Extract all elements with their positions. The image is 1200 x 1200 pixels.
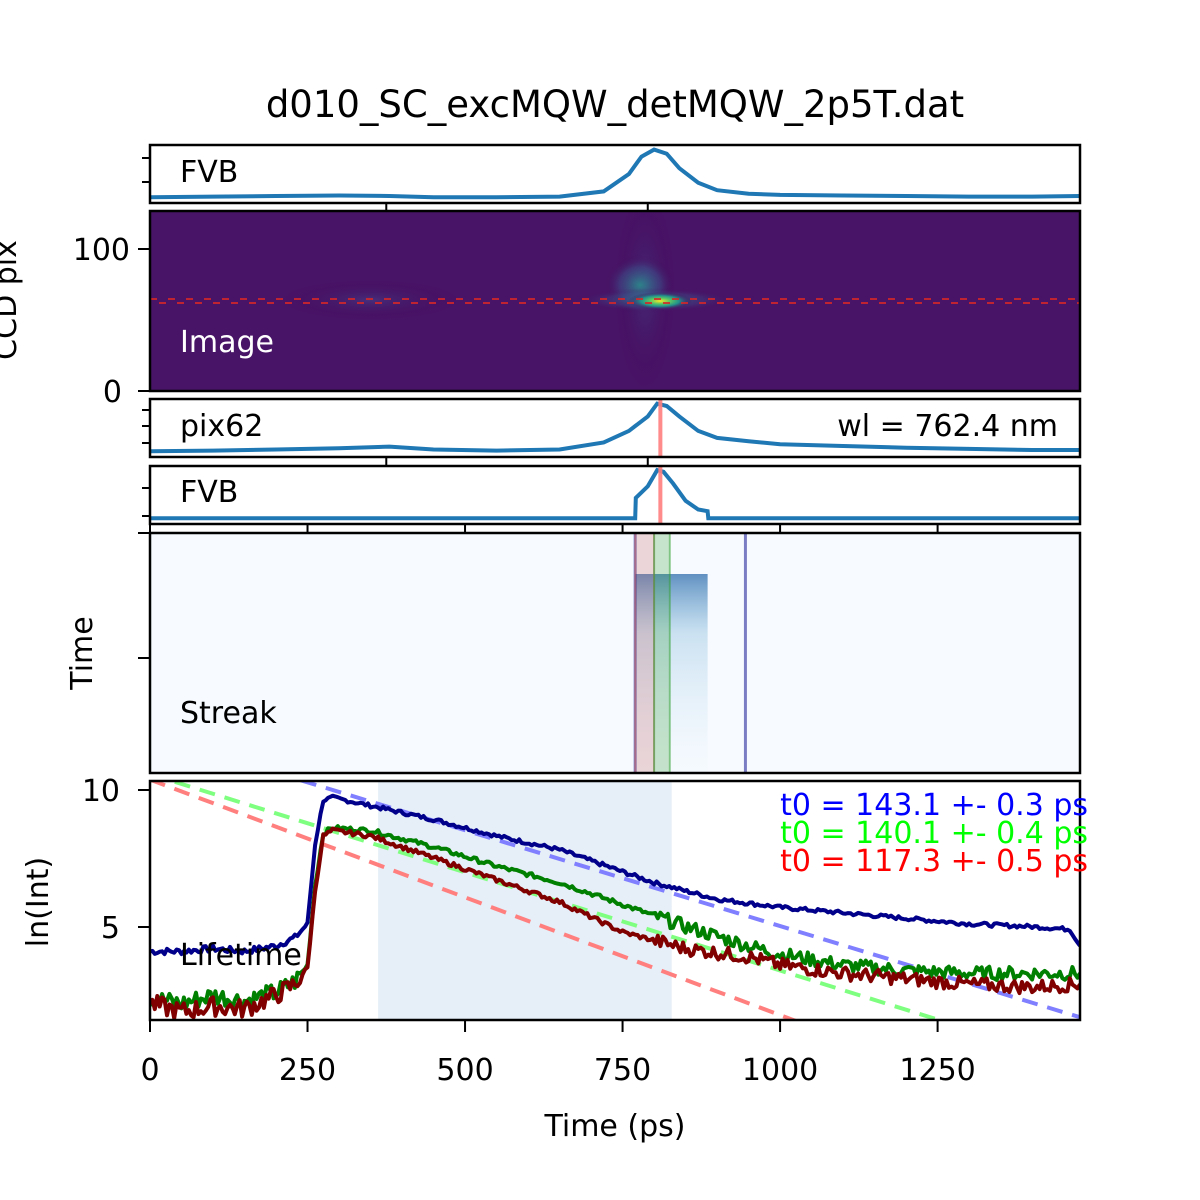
wavelength-label: wl = 762.4 nm <box>837 409 1058 444</box>
streak-heatmap <box>150 533 1080 773</box>
fvb1-label: FVB <box>180 155 238 190</box>
x-axis-label: Time (ps) <box>543 1109 685 1144</box>
fvb2-line <box>150 467 1080 521</box>
fvb2-background <box>150 466 1080 524</box>
image-frame <box>148 209 1082 393</box>
x-tick-label: 0 <box>140 1053 159 1088</box>
lifetime-series-blue <box>150 793 1080 957</box>
x-tick-label: 1000 <box>742 1053 818 1088</box>
panel-pix62: pix62 wl = 762.4 nm <box>142 397 1082 465</box>
image-hotspot <box>628 292 692 310</box>
streak-ylabel: Time <box>65 616 100 690</box>
panel-image: 100 0 CCD pix Image <box>0 209 1082 410</box>
streak-label: Streak <box>180 696 277 731</box>
x-tick-label: 500 <box>436 1053 493 1088</box>
image-label: Image <box>180 325 274 360</box>
lifetime-label: Lifetime <box>180 938 302 973</box>
lifetime-ylabel: ln(Int) <box>21 857 56 947</box>
fvb1-background <box>150 145 1080 203</box>
panel-fvb-streak: FVB <box>142 464 1082 532</box>
image-ytick-label-0: 0 <box>103 375 122 410</box>
pix62-frame <box>148 397 1082 459</box>
x-tick-label: 750 <box>594 1053 651 1088</box>
x-tick-label: 250 <box>279 1053 336 1088</box>
panel-streak: Time Streak <box>65 531 1082 775</box>
lifetime-frame <box>148 779 1082 1022</box>
fvb1-line <box>149 147 1081 200</box>
streak-roi-band-green <box>653 532 671 774</box>
pix62-line <box>149 401 1080 454</box>
image-ylabel: CCD pix <box>0 240 24 360</box>
lifetime-series-green <box>150 824 1080 1012</box>
fit-annotation-blue: t0 = 143.1 +- 0.3 ps <box>780 788 1088 823</box>
lifetime-ytick-label-5: 5 <box>101 911 120 946</box>
panel-fvb-spectral: FVB <box>142 143 1082 211</box>
figure-title: d010_SC_excMQW_detMQW_2p5T.dat <box>266 83 964 126</box>
lifetime-ytick-label-10: 10 <box>82 774 120 809</box>
panel-lifetime: 10 5 ln(Int) Lifetime t0 = 143.1 +- 0.3 … <box>21 774 1088 1144</box>
streak-roi-band-red <box>634 532 656 774</box>
fvb2-label: FVB <box>180 475 238 510</box>
fit-annotation-red: t0 = 117.3 +- 0.5 ps <box>780 844 1088 879</box>
fvb1-frame <box>148 143 1082 205</box>
fit-annotation-green: t0 = 140.1 +- 0.4 ps <box>780 816 1088 851</box>
red-fit-line <box>150 781 799 1020</box>
lifetime-series-red <box>150 826 1080 1020</box>
streak-frame <box>148 531 1082 775</box>
streak-signal <box>635 574 708 773</box>
pix62-label: pix62 <box>180 409 263 444</box>
image-ytick-label-100: 100 <box>73 233 130 268</box>
x-tick-label: 1250 <box>899 1053 975 1088</box>
green-fit-line <box>165 781 946 1020</box>
fvb2-frame <box>148 464 1082 526</box>
